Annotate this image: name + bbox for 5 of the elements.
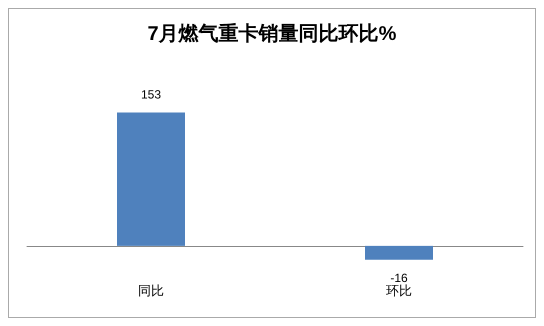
x-tick-label: 同比 — [138, 283, 164, 298]
x-tick-label: 环比 — [386, 283, 412, 298]
data-label: -16 — [390, 270, 408, 285]
data-label: 153 — [140, 88, 162, 102]
chart-title: 7月燃气重卡销量同比环比% — [148, 22, 397, 45]
